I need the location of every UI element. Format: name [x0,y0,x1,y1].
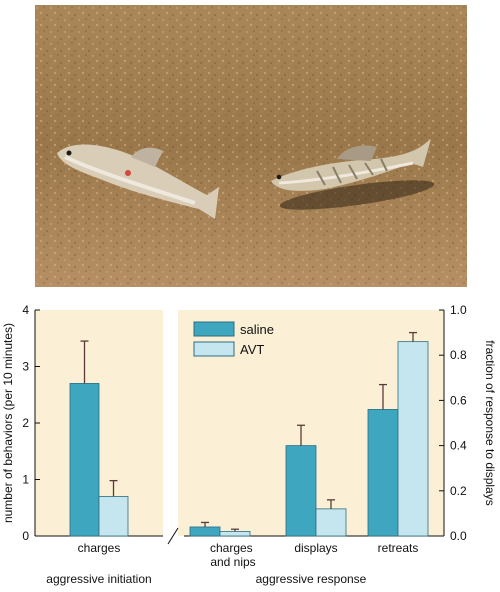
bar-saline-retreats [367,409,399,537]
axis-break-mark [167,527,179,545]
legend-swatch-saline [193,321,235,337]
left-y-tick-label: 1 [22,473,29,487]
right-y-tick-label: 0.2 [450,484,467,498]
right-panel-xlabel: aggressive response [256,572,367,586]
sand-texture [35,5,467,287]
category-label-charges: charges [78,541,121,555]
right-y-tick-label: 0.4 [450,439,467,453]
left-y-axis-title: number of behaviors (per 10 minutes) [1,323,15,523]
category-label-charges-and-nips: charges and nips [210,541,256,569]
left-y-tick-label: 4 [22,303,29,317]
bar-avt-charges-and-nips [219,531,251,537]
left-fish [57,144,219,219]
category-label-retreats: retreats [378,541,419,555]
legend-label-saline: saline [240,322,274,337]
bar-avt-charges [98,496,129,537]
category-label-displays: displays [294,541,337,555]
bar-avt-displays [315,508,347,537]
bar-avt-retreats [397,341,429,537]
left-y-tick-label: 2 [22,416,29,430]
right-y-axis-title: fraction of response to displays [483,340,497,505]
right-y-tick-label: 0.0 [450,529,467,543]
right-y-tick-label: 1.0 [450,303,467,317]
legend-label-avt: AVT [240,342,264,357]
legend-swatch-avt [193,341,235,357]
behavior-bar-charts: 0 1 2 3 4 0.0 0.2 0.4 0.6 0.8 1.0 number of behav… [1,303,497,586]
bar-saline-charges-and-nips [189,526,221,537]
right-fish [271,139,435,210]
right-y-tick-label: 0.6 [450,393,467,407]
bar-saline-charges [69,383,100,537]
left-panel-xlabel: aggressive initiation [46,572,151,586]
left-y-tick-label: 3 [22,360,29,374]
bar-saline-displays [285,445,317,537]
left-y-tick-label: 0 [22,529,29,543]
fish-photo [35,5,467,287]
right-y-tick-label: 0.8 [450,348,467,362]
legend: saline AVT [193,321,274,357]
